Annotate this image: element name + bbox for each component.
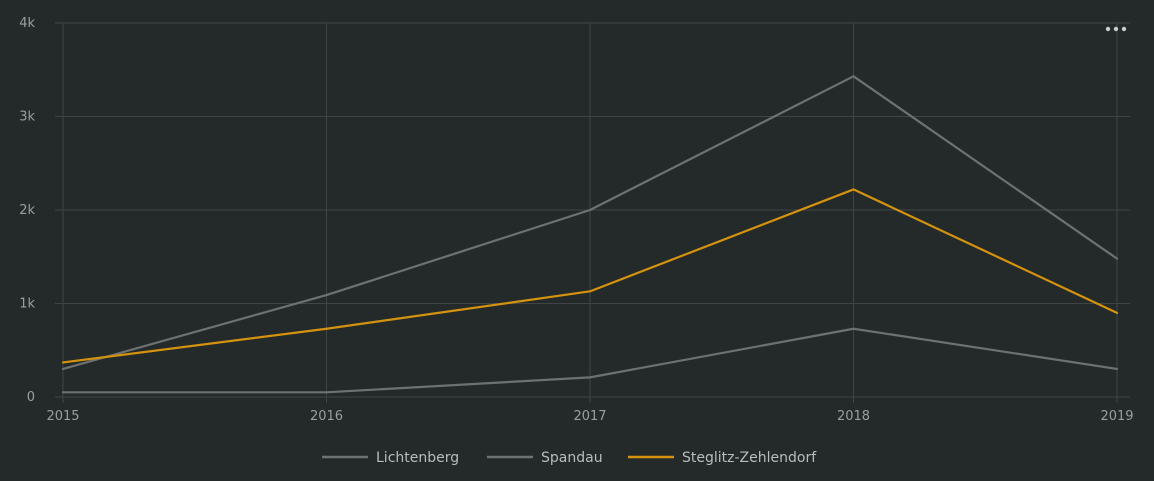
data-point[interactable] [324,389,330,395]
grid [55,22,1130,403]
x-tick-label: 2015 [46,409,79,424]
data-point[interactable] [324,292,330,298]
series-lines [60,73,1120,395]
legend-label: Spandau [541,450,603,466]
y-axis: 0 1k 2k 3k 4k [19,16,35,405]
data-point[interactable] [60,359,66,365]
x-tick-label: 2019 [1100,409,1133,424]
legend-item[interactable]: Steglitz-Zehlendorf [628,450,817,466]
data-point[interactable] [587,374,593,380]
data-point[interactable] [1114,256,1120,262]
y-tick-label: 2k [19,203,35,218]
data-point[interactable] [587,288,593,294]
data-point[interactable] [851,326,857,332]
x-axis: 2015 2016 2017 2018 2019 [46,409,1133,424]
data-point[interactable] [851,186,857,192]
y-tick-label: 0 [27,390,35,405]
data-point[interactable] [1114,310,1120,316]
x-tick-label: 2018 [837,409,870,424]
data-point[interactable] [60,366,66,372]
data-point[interactable] [1114,366,1120,372]
x-tick-label: 2017 [573,409,606,424]
series-line-lichtenberg[interactable] [61,75,1119,371]
data-point[interactable] [851,73,857,79]
ellipsis-icon[interactable] [1105,26,1127,32]
series-line-spandau[interactable] [61,327,1119,394]
data-point[interactable] [60,389,66,395]
y-tick-label: 1k [19,297,35,312]
legend-label: Lichtenberg [376,450,459,466]
data-point[interactable] [324,326,330,332]
legend-item[interactable]: Spandau [487,450,603,466]
data-point[interactable] [587,207,593,213]
y-tick-label: 4k [19,16,35,31]
chart-menu-button[interactable] [1100,18,1130,38]
y-tick-label: 3k [19,110,35,125]
legend-item[interactable]: Lichtenberg [322,450,459,466]
series-line-steglitz-zehlendorf[interactable] [61,188,1119,364]
legend-label: Steglitz-Zehlendorf [682,450,817,466]
x-tick-label: 2016 [310,409,343,424]
legend: Lichtenberg Spandau Steglitz-Zehlendorf [322,450,817,466]
